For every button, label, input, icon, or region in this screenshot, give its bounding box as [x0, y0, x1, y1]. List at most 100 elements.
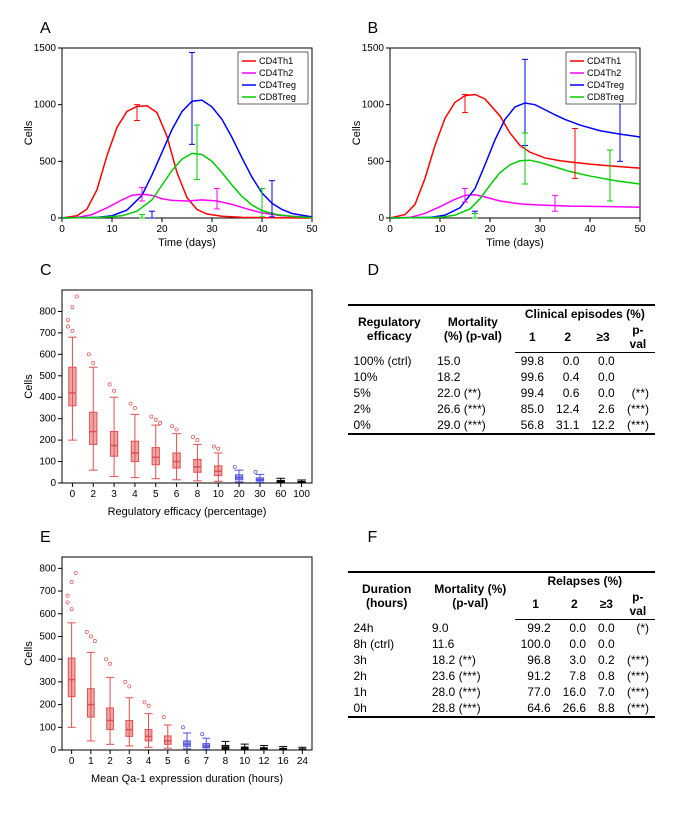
panel-c: C 01002003004005006007008000234568102030…	[20, 262, 328, 519]
svg-text:CD4Treg: CD4Treg	[259, 80, 296, 90]
svg-text:0: 0	[59, 224, 65, 235]
svg-text:CD4Th2: CD4Th2	[259, 68, 293, 78]
table-cell: 7.8	[557, 668, 592, 684]
th-c1: 1	[515, 322, 550, 353]
svg-text:700: 700	[39, 328, 56, 339]
table-cell: 99.6	[515, 369, 550, 385]
th-mortality: Mortality (%) (p-val)	[431, 305, 515, 353]
svg-text:300: 300	[39, 677, 56, 688]
svg-text:6: 6	[174, 489, 180, 500]
table-cell: 0.0	[592, 636, 621, 652]
table-cell: 22.0 (**)	[431, 385, 515, 401]
svg-text:Cells: Cells	[23, 374, 35, 399]
svg-text:30: 30	[254, 489, 266, 500]
table-cell: 77.0	[515, 684, 557, 700]
svg-text:40: 40	[256, 224, 268, 235]
svg-text:CD4Th1: CD4Th1	[259, 56, 293, 66]
table-cell: 11.6	[426, 636, 515, 652]
svg-text:1000: 1000	[361, 100, 384, 111]
box-chart-c: 0100200300400500600700800023456810203060…	[20, 284, 320, 519]
svg-text:24: 24	[297, 756, 309, 767]
svg-text:1500: 1500	[361, 43, 384, 54]
table-cell	[621, 353, 655, 370]
svg-text:400: 400	[39, 392, 56, 403]
svg-text:8: 8	[195, 489, 201, 500]
svg-text:100: 100	[39, 457, 56, 468]
th-f-pval: p-val	[621, 589, 655, 620]
svg-text:500: 500	[39, 156, 56, 167]
svg-text:CD4Th1: CD4Th1	[587, 56, 621, 66]
table-cell: 0.2	[592, 652, 621, 668]
table-cell: 24h	[348, 620, 426, 637]
svg-text:3: 3	[111, 489, 117, 500]
svg-text:Cells: Cells	[351, 120, 363, 145]
svg-text:20: 20	[484, 224, 496, 235]
panel-b: B 01020304050050010001500Time (days)Cell…	[348, 20, 656, 252]
svg-text:4: 4	[146, 756, 152, 767]
table-cell: 31.1	[550, 417, 585, 434]
svg-text:0: 0	[387, 224, 393, 235]
svg-text:200: 200	[39, 700, 56, 711]
svg-text:60: 60	[275, 489, 287, 500]
table-cell: (***)	[621, 684, 655, 700]
th-relapses: Relapses (%)	[515, 572, 655, 589]
table-cell: 64.6	[515, 700, 557, 717]
table-cell: (*)	[621, 620, 655, 637]
svg-text:10: 10	[106, 224, 118, 235]
table-cell: 12.2	[585, 417, 620, 434]
svg-text:1000: 1000	[34, 100, 57, 111]
panel-c-label: C	[40, 262, 328, 280]
table-cell: 28.0 (***)	[426, 684, 515, 700]
svg-text:700: 700	[39, 586, 56, 597]
svg-text:2: 2	[90, 489, 96, 500]
table-cell: 7.0	[592, 684, 621, 700]
table-cell: 56.8	[515, 417, 550, 434]
panel-d-label: D	[368, 262, 656, 280]
table-cell: 15.0	[431, 353, 515, 370]
svg-text:500: 500	[39, 631, 56, 642]
table-cell: 85.0	[515, 401, 550, 417]
svg-text:100: 100	[39, 722, 56, 733]
th-duration: Duration (hours)	[348, 572, 426, 620]
svg-text:4: 4	[132, 489, 138, 500]
th-f-c1: 1	[515, 589, 557, 620]
panel-f: F Duration (hours) Mortality (%) (p-val)…	[348, 529, 656, 786]
table-cell: 16.0	[557, 684, 592, 700]
table-cell: 100% (ctrl)	[348, 353, 432, 370]
svg-text:Time (days): Time (days)	[158, 237, 216, 249]
svg-text:CD4Treg: CD4Treg	[587, 80, 624, 90]
table-cell: 12.4	[550, 401, 585, 417]
table-cell: 18.2 (**)	[426, 652, 515, 668]
th-c3: ≥3	[585, 322, 620, 353]
svg-text:500: 500	[367, 156, 384, 167]
svg-text:600: 600	[39, 349, 56, 360]
panel-e: E 01002003004005006007008000123456781012…	[20, 529, 328, 786]
svg-text:200: 200	[39, 435, 56, 446]
svg-text:8: 8	[223, 756, 229, 767]
svg-text:10: 10	[239, 756, 251, 767]
table-cell: 1h	[348, 684, 426, 700]
panel-d: D Regulatory efficacy Mortality (%) (p-v…	[348, 262, 656, 519]
table-cell: 2h	[348, 668, 426, 684]
table-cell: 99.8	[515, 353, 550, 370]
svg-text:400: 400	[39, 654, 56, 665]
panel-f-label: F	[368, 529, 656, 547]
svg-text:Regulatory efficacy (percentag: Regulatory efficacy (percentage)	[108, 506, 267, 518]
table-cell: (***)	[621, 401, 655, 417]
svg-text:0: 0	[378, 213, 384, 224]
figure-grid: A 01020304050050010001500Time (days)Cell…	[20, 20, 655, 786]
table-cell: 0.0	[585, 369, 620, 385]
svg-text:Mean Qa-1 expression duration: Mean Qa-1 expression duration (hours)	[91, 773, 283, 785]
table-cell: 26.6	[557, 700, 592, 717]
svg-text:3: 3	[127, 756, 133, 767]
table-d: Regulatory efficacy Mortality (%) (p-val…	[348, 304, 656, 435]
th-clinical: Clinical episodes (%)	[515, 305, 655, 322]
table-cell: 2.6	[585, 401, 620, 417]
table-cell: 99.4	[515, 385, 550, 401]
table-cell: 0.0	[585, 353, 620, 370]
svg-text:Cells: Cells	[23, 641, 35, 666]
box-chart-e: 0100200300400500600700800012345678101216…	[20, 551, 320, 786]
svg-text:0: 0	[50, 478, 56, 489]
table-cell: 5%	[348, 385, 432, 401]
table-cell: 3h	[348, 652, 426, 668]
